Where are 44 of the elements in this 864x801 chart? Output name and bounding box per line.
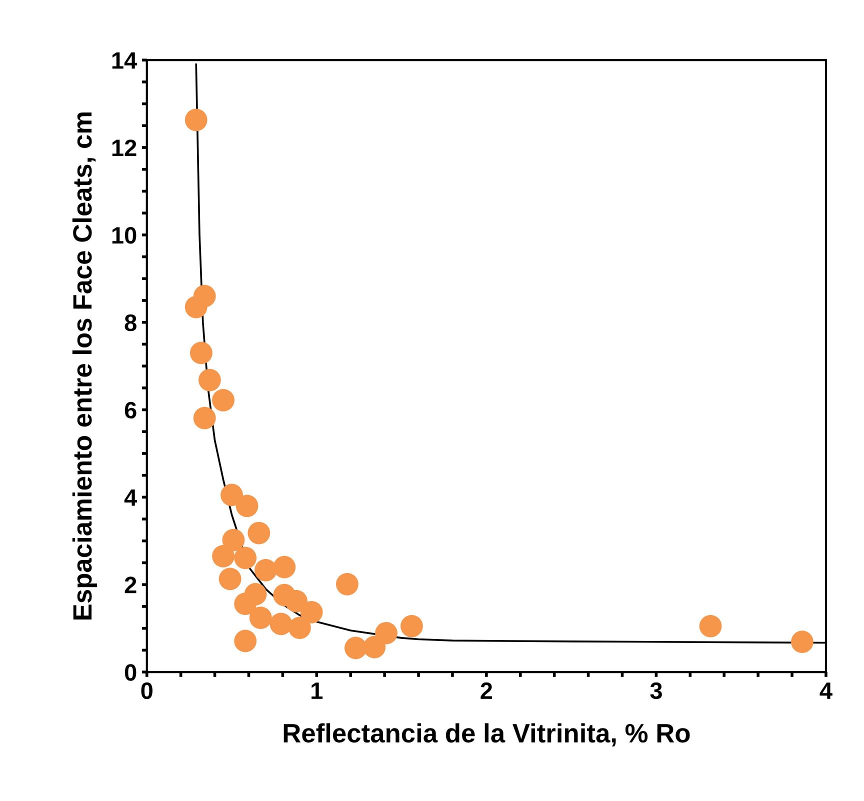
point	[285, 590, 308, 612]
y-tick-label: 6	[124, 402, 136, 419]
point	[791, 630, 814, 654]
point	[400, 614, 423, 638]
y-tick-label: 14	[112, 52, 138, 69]
y-axis-title: Espaciamiento entre los Face Cleats, cm	[72, 112, 98, 620]
point	[220, 484, 243, 506]
y-tick-label: 8	[124, 314, 136, 332]
point	[699, 614, 722, 638]
x-tick-label: 1	[312, 682, 323, 699]
point	[270, 612, 292, 636]
y-tick-label: 10	[112, 226, 136, 244]
point	[193, 406, 216, 430]
x-tick-label: 3	[650, 682, 662, 700]
point	[236, 494, 258, 518]
point	[184, 296, 208, 318]
x-tick-label: 0	[141, 682, 152, 700]
point	[344, 636, 367, 660]
point	[222, 528, 245, 552]
point	[336, 572, 358, 596]
point	[234, 630, 257, 652]
point	[190, 342, 212, 364]
point	[184, 108, 208, 132]
y-tick-label: 0	[124, 664, 136, 681]
y-tick-label: 2	[124, 576, 136, 594]
y-tick-label: 12	[112, 140, 136, 156]
point	[218, 568, 242, 590]
point	[273, 556, 296, 578]
point	[300, 600, 323, 624]
point	[375, 622, 398, 644]
point	[288, 616, 311, 640]
x-tick-label: 2	[480, 682, 492, 699]
point	[249, 606, 272, 630]
x-axis-title: Reflectancia de la Vitrinita, % Ro	[284, 723, 690, 746]
point	[198, 368, 221, 392]
point	[254, 558, 277, 582]
point	[248, 522, 270, 544]
point	[234, 592, 257, 616]
point	[212, 388, 234, 412]
point	[212, 545, 234, 568]
x-tick-label: 4	[820, 682, 832, 699]
y-tick-label: 4	[124, 490, 138, 506]
point	[234, 546, 257, 570]
point	[363, 636, 386, 658]
